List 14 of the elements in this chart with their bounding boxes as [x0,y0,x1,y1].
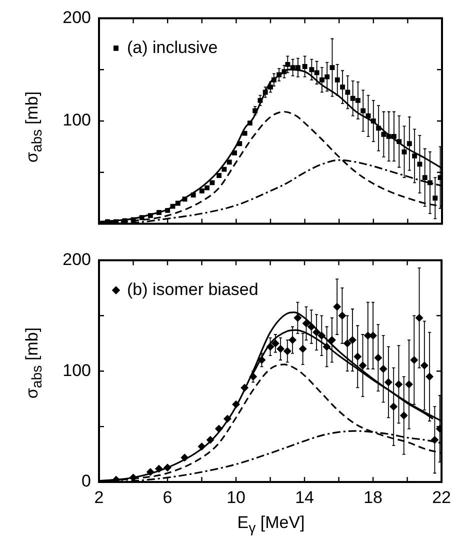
y-tick-label: 0 [82,472,91,491]
x-axis-title: E$_{γ}$ [MeV] [236,512,306,537]
y-tick-label: 200 [62,250,91,269]
x-tick-label: 10 [226,488,246,507]
x-tick-label: 2 [94,488,104,507]
x-tick-label: 22 [432,488,452,507]
legend-label: (a) inclusive [127,38,218,57]
y-tick-label: 100 [62,360,91,380]
x-tick-label: 14 [295,488,314,507]
x-tick-label: 18 [364,488,382,507]
y-tick-label: 200 [62,8,91,27]
y-tick-label: 100 [62,110,91,130]
legend-label: (b) isomer biased [127,280,258,299]
x-tick-label: 6 [162,488,172,507]
